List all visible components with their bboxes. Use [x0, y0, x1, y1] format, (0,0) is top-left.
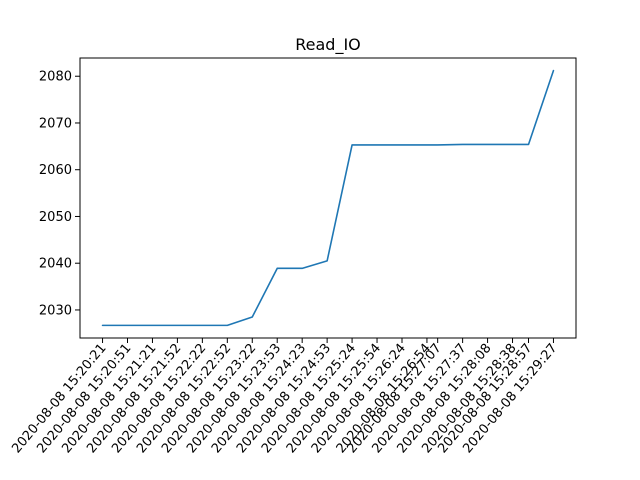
y-tick-label: 2030	[39, 303, 72, 318]
y-tick-label: 2040	[39, 257, 72, 272]
y-tick-label: 2070	[39, 116, 72, 131]
y-tick-label: 2050	[39, 210, 72, 225]
y-tick-label: 2080	[39, 70, 72, 85]
chart-title: Read_IO	[295, 35, 361, 55]
plot-area: 2030 2040 2050 2060 2070 2080 2020-08-08 15:2…	[9, 57, 577, 456]
axes-border	[79, 57, 577, 339]
y-tick-label: 2060	[39, 163, 72, 178]
y-axis: 2030 2040 2050 2060 2070 2080	[39, 70, 80, 318]
axes-frame	[79, 57, 577, 339]
series-line	[101, 69, 555, 327]
series-group	[101, 69, 555, 327]
